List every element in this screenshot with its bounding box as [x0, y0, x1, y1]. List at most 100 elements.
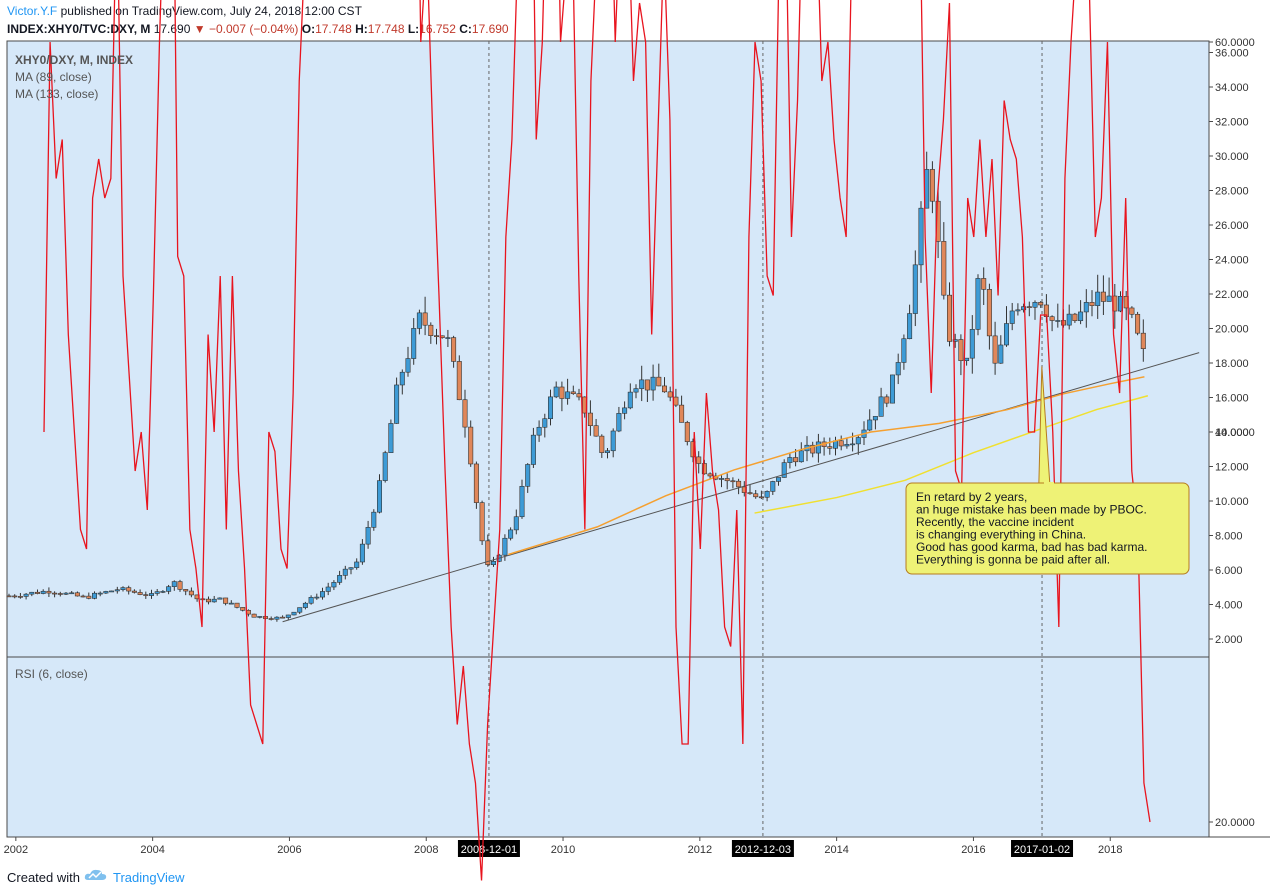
- candle-up: [565, 391, 571, 399]
- callout-line: an huge mistake has been made by PBOC.: [916, 503, 1147, 517]
- candle-down: [684, 422, 690, 442]
- candle-down: [946, 294, 952, 342]
- candle-up: [912, 264, 918, 314]
- candle-down: [1038, 302, 1044, 306]
- candle-up: [217, 597, 223, 600]
- author-link[interactable]: Victor.Y.F: [7, 4, 58, 18]
- candle-down: [485, 540, 491, 565]
- open-label: O:: [301, 22, 316, 36]
- candle-down: [838, 440, 844, 447]
- candle-down: [827, 446, 833, 449]
- candle-down: [479, 502, 485, 542]
- candle-up: [1015, 309, 1021, 312]
- candle-up: [952, 339, 958, 342]
- high-label: H:: [355, 22, 368, 36]
- candle-up: [1078, 311, 1084, 322]
- candle-down: [673, 396, 679, 406]
- legend-rsi: RSI (6, close): [15, 667, 88, 681]
- price-tick-label: 32.000: [1215, 117, 1249, 129]
- candle-down: [468, 426, 474, 465]
- rsi-series: [43, 0, 1151, 881]
- candle-down: [696, 456, 702, 464]
- price-tick-label: 4.000: [1215, 600, 1243, 612]
- legend-ma89: MA (89, close): [15, 70, 92, 84]
- candle-down: [188, 590, 194, 596]
- candle-down: [701, 463, 707, 475]
- candle-up: [889, 374, 895, 404]
- candle-up: [508, 529, 514, 539]
- candle-down: [661, 385, 667, 393]
- candle-down: [986, 289, 992, 337]
- candle-down: [576, 393, 582, 398]
- candle-down: [240, 607, 246, 611]
- candle-up: [844, 444, 850, 447]
- candle-down: [143, 594, 149, 596]
- footer: Created with TradingView: [7, 868, 185, 885]
- candle-up: [895, 362, 901, 376]
- candle-down: [137, 592, 143, 595]
- candle-up: [171, 581, 177, 587]
- candle-down: [473, 463, 479, 503]
- candle-down: [428, 324, 434, 336]
- cloud-logo-icon: [84, 868, 110, 885]
- candle-up: [1003, 323, 1009, 346]
- low-value: 16.752: [419, 22, 456, 36]
- candle-up: [314, 596, 320, 599]
- candle-down: [1089, 302, 1095, 306]
- candle-up: [257, 616, 263, 618]
- annotation-callout[interactable]: En retard by 2 years, an huge mistake has…: [905, 366, 1190, 575]
- candle-down: [570, 391, 576, 394]
- candle-up: [633, 388, 639, 393]
- candle-down: [1140, 332, 1146, 350]
- callout-line: Recently, the vaccine incident: [916, 515, 1075, 529]
- candle-up: [867, 419, 873, 431]
- ma89-series: [508, 376, 1145, 556]
- candle-up: [878, 396, 884, 417]
- high-value: 17.748: [367, 22, 405, 36]
- legend-symbol: XHY0/DXY, M, INDEX: [15, 53, 133, 67]
- price-tick-label: 8.000: [1215, 531, 1243, 543]
- price-tick-label: 18.000: [1215, 358, 1249, 370]
- candle-down: [86, 595, 92, 599]
- candle-up: [211, 598, 217, 603]
- candle-up: [376, 480, 382, 513]
- price-tick-label: 34.000: [1215, 82, 1249, 94]
- callout-line: is changing everything in China.: [916, 528, 1086, 542]
- last-price: 17.690: [153, 22, 191, 36]
- price-change: −0.007 (−0.04%): [208, 22, 299, 36]
- candle-down: [433, 335, 439, 337]
- open-value: 17.748: [315, 22, 352, 36]
- candle-down: [1100, 291, 1106, 302]
- price-tick-label: 10.000: [1215, 496, 1249, 508]
- candle-down: [884, 396, 890, 404]
- candle-up: [40, 590, 46, 594]
- time-axis[interactable]: 2002 2004 2006 2008 2010 2012 2014 2016 2018: [4, 837, 1123, 856]
- trendline[interactable]: [282, 352, 1200, 623]
- time-tick-label: 2018: [1098, 844, 1122, 856]
- candle-down: [559, 386, 565, 399]
- price-tick-label: 20.000: [1215, 324, 1249, 336]
- candle-up: [907, 313, 913, 340]
- price-axis[interactable]: 2.000 4.000 6.000 8.000 10.000 12.000 14.000 16…: [1209, 48, 1249, 647]
- candle-down: [52, 592, 58, 595]
- callout-line: En retard by 2 years,: [916, 490, 1027, 504]
- candle-down: [736, 480, 742, 488]
- candle-up: [92, 592, 98, 599]
- candle-up: [998, 344, 1004, 364]
- candle-up: [120, 587, 126, 591]
- candle-up: [872, 416, 878, 421]
- candle-up: [1083, 302, 1089, 313]
- candle-up: [302, 602, 308, 608]
- candle-down: [57, 593, 63, 595]
- candle-down: [131, 590, 137, 593]
- candle-down: [793, 457, 799, 463]
- candle-up: [445, 337, 451, 339]
- candle-up: [775, 477, 781, 482]
- candle-up: [109, 590, 115, 593]
- candle-down: [1135, 313, 1141, 334]
- rsi-tick-label: 60.0000: [1215, 37, 1255, 49]
- candle-down: [1026, 306, 1032, 308]
- tradingview-link[interactable]: TradingView: [113, 870, 185, 885]
